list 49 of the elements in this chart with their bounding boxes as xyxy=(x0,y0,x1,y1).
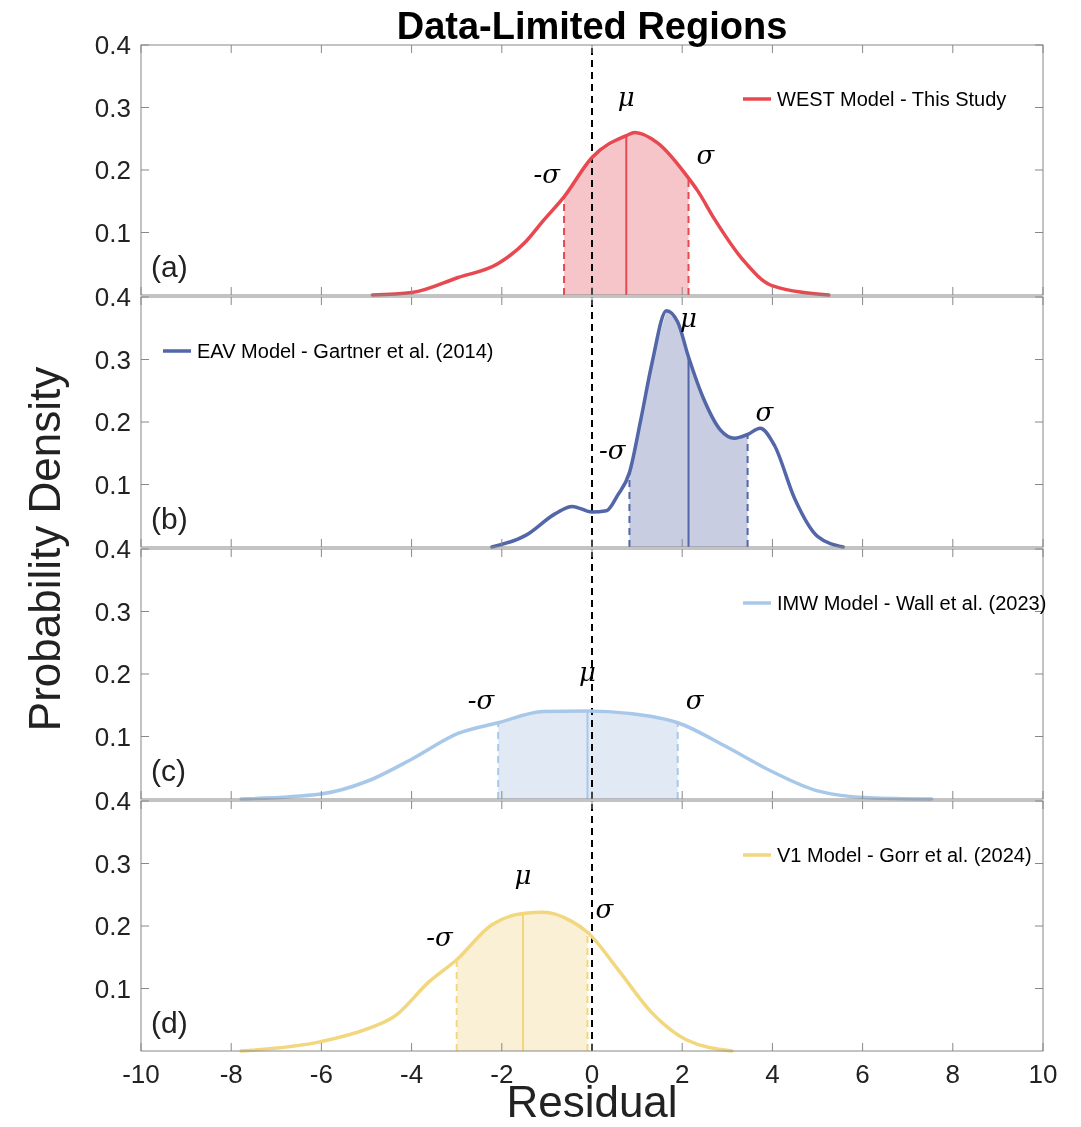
y-tick-label: 0.4 xyxy=(94,786,131,817)
x-tick-label: 6 xyxy=(855,1059,870,1089)
y-tick-label: 0.3 xyxy=(94,344,131,375)
legend-label: EAV Model - Gartner et al. (2014) xyxy=(197,340,494,362)
ref-line-label: μ xyxy=(514,859,532,890)
x-tick-label: 8 xyxy=(945,1059,961,1089)
legend-label: IMW Model - Wall et al. (2023) xyxy=(777,592,1047,614)
ref-line-label: σ xyxy=(685,684,705,715)
ref-line-label: -σ xyxy=(467,684,496,715)
ref-line-label: -σ xyxy=(598,434,627,465)
annotation: (a) xyxy=(151,250,188,283)
y-tick-label: 0.2 xyxy=(94,407,131,438)
legend-label: V1 Model - Gorr et al. (2024) xyxy=(777,844,1032,866)
y-tick-label: 0.2 xyxy=(94,155,131,186)
chart-title: Data-Limited Regions xyxy=(396,5,788,47)
x-tick-label: 4 xyxy=(765,1059,780,1089)
x-tick-label: -4 xyxy=(400,1059,424,1089)
line-series xyxy=(490,309,845,549)
line-series xyxy=(370,130,831,297)
x-tick-label: 2 xyxy=(674,1059,690,1089)
y-tick-label: 0.2 xyxy=(94,659,131,690)
x-tick-label: -6 xyxy=(309,1059,333,1089)
y-tick-label: 0.4 xyxy=(94,30,131,61)
x-tick-label: -10 xyxy=(122,1059,160,1089)
ref-line-label: μ xyxy=(680,303,697,333)
y-tick-label: 0.3 xyxy=(94,596,131,627)
y-tick-label: 0.1 xyxy=(94,973,131,1004)
ref-line-label: -σ xyxy=(533,158,562,189)
ref-line-label: -σ xyxy=(426,921,454,952)
legend-label: WEST Model - This Study xyxy=(777,88,1007,110)
y-tick-label: 0.3 xyxy=(94,92,131,123)
ref-line-label: μ xyxy=(617,81,635,112)
ref-line-label: σ xyxy=(696,140,716,171)
ref-line-label: σ xyxy=(595,894,615,925)
y-tick-label: 0.4 xyxy=(94,534,131,565)
x-tick-label: 10 xyxy=(1028,1059,1058,1089)
annotation: (b) xyxy=(151,502,188,535)
annotation: (c) xyxy=(151,754,186,787)
ref-line-label: σ xyxy=(755,396,775,427)
y-tick-label: 0.1 xyxy=(94,469,131,500)
y-tick-label: 0.3 xyxy=(94,848,131,879)
line-series xyxy=(239,709,934,801)
y-tick-label: 0.1 xyxy=(94,721,131,752)
y-axis-title: Probability Density xyxy=(20,366,69,732)
x-tick-label: -8 xyxy=(219,1059,243,1089)
y-tick-label: 0.2 xyxy=(94,911,131,942)
y-tick-label: 0.4 xyxy=(94,282,131,313)
y-tick-label: 0.1 xyxy=(94,217,131,248)
annotation: (d) xyxy=(151,1006,188,1039)
